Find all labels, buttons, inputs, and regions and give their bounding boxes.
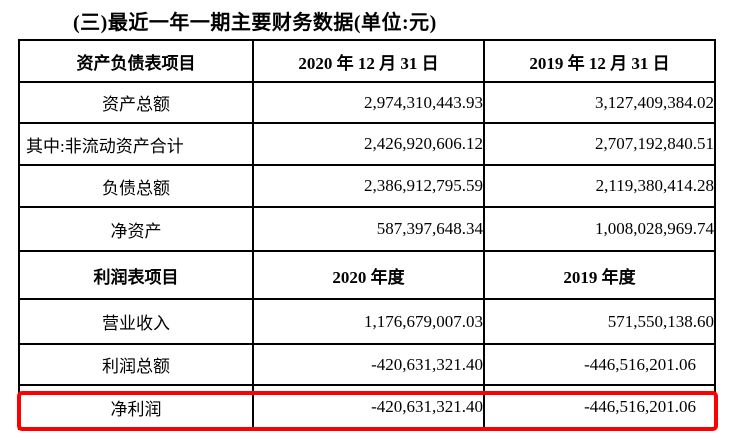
value-2019: 2,707,192,840.51 xyxy=(483,122,716,166)
value-2020: 2,426,920,606.12 xyxy=(252,122,485,166)
financial-table: 资产负债表项目 2020 年 12 月 31 日 2019 年 12 月 31 … xyxy=(18,39,716,430)
row-label: 净利润 xyxy=(18,384,254,430)
value-2020: -420,631,321.40 xyxy=(252,384,485,430)
value-2020: 587,397,648.34 xyxy=(252,206,485,252)
value-2019: 571,550,138.60 xyxy=(483,298,716,345)
value-2020: 2,974,310,443.93 xyxy=(252,81,485,124)
value-2019: 2,119,380,414.28 xyxy=(483,164,716,208)
page-title: (三)最近一年一期主要财务数据(单位:元) xyxy=(73,12,437,34)
table-row-net-profit: 净利润 -420,631,321.40 -446,516,201.06 xyxy=(18,384,716,430)
value-2020: -420,631,321.40 xyxy=(252,343,485,386)
row-label: 利润总额 xyxy=(18,343,254,386)
period-2019-header-cell: 2019 年度 xyxy=(483,250,716,300)
value-2019: 3,127,409,384.02 xyxy=(483,81,716,124)
table-row-operating-revenue: 营业收入 1,176,679,007.03 571,550,138.60 xyxy=(18,298,716,345)
balance-sheet-header-row: 资产负债表项目 2020 年 12 月 31 日 2019 年 12 月 31 … xyxy=(18,39,716,83)
table-row-total-profit: 利润总额 -420,631,321.40 -446,516,201.06 xyxy=(18,343,716,386)
row-label: 负债总额 xyxy=(18,164,254,208)
table-row-net-assets: 净资产 587,397,648.34 1,008,028,969.74 xyxy=(18,206,716,252)
row-label: 净资产 xyxy=(18,206,254,252)
income-statement-header-row: 利润表项目 2020 年度 2019 年度 xyxy=(18,250,716,300)
date-2020-header-cell: 2020 年 12 月 31 日 xyxy=(252,39,485,83)
row-label: 其中:非流动资产合计 xyxy=(18,122,254,166)
table-row-total-assets: 资产总额 2,974,310,443.93 3,127,409,384.02 xyxy=(18,81,716,124)
date-2019-header-cell: 2019 年 12 月 31 日 xyxy=(483,39,716,83)
value-2019: 1,008,028,969.74 xyxy=(483,206,716,252)
value-2020: 2,386,912,795.59 xyxy=(252,164,485,208)
table-row-total-liabilities: 负债总额 2,386,912,795.59 2,119,380,414.28 xyxy=(18,164,716,208)
value-2020: 1,176,679,007.03 xyxy=(252,298,485,345)
row-label: 营业收入 xyxy=(18,298,254,345)
balance-items-header-cell: 资产负债表项目 xyxy=(18,39,254,83)
income-items-header-cell: 利润表项目 xyxy=(18,250,254,300)
value-2019: -446,516,201.06 xyxy=(483,343,716,386)
row-label: 资产总额 xyxy=(18,81,254,124)
value-2019: -446,516,201.06 xyxy=(483,384,716,430)
period-2020-header-cell: 2020 年度 xyxy=(252,250,485,300)
table-row-noncurrent-assets: 其中:非流动资产合计 2,426,920,606.12 2,707,192,84… xyxy=(18,122,716,166)
